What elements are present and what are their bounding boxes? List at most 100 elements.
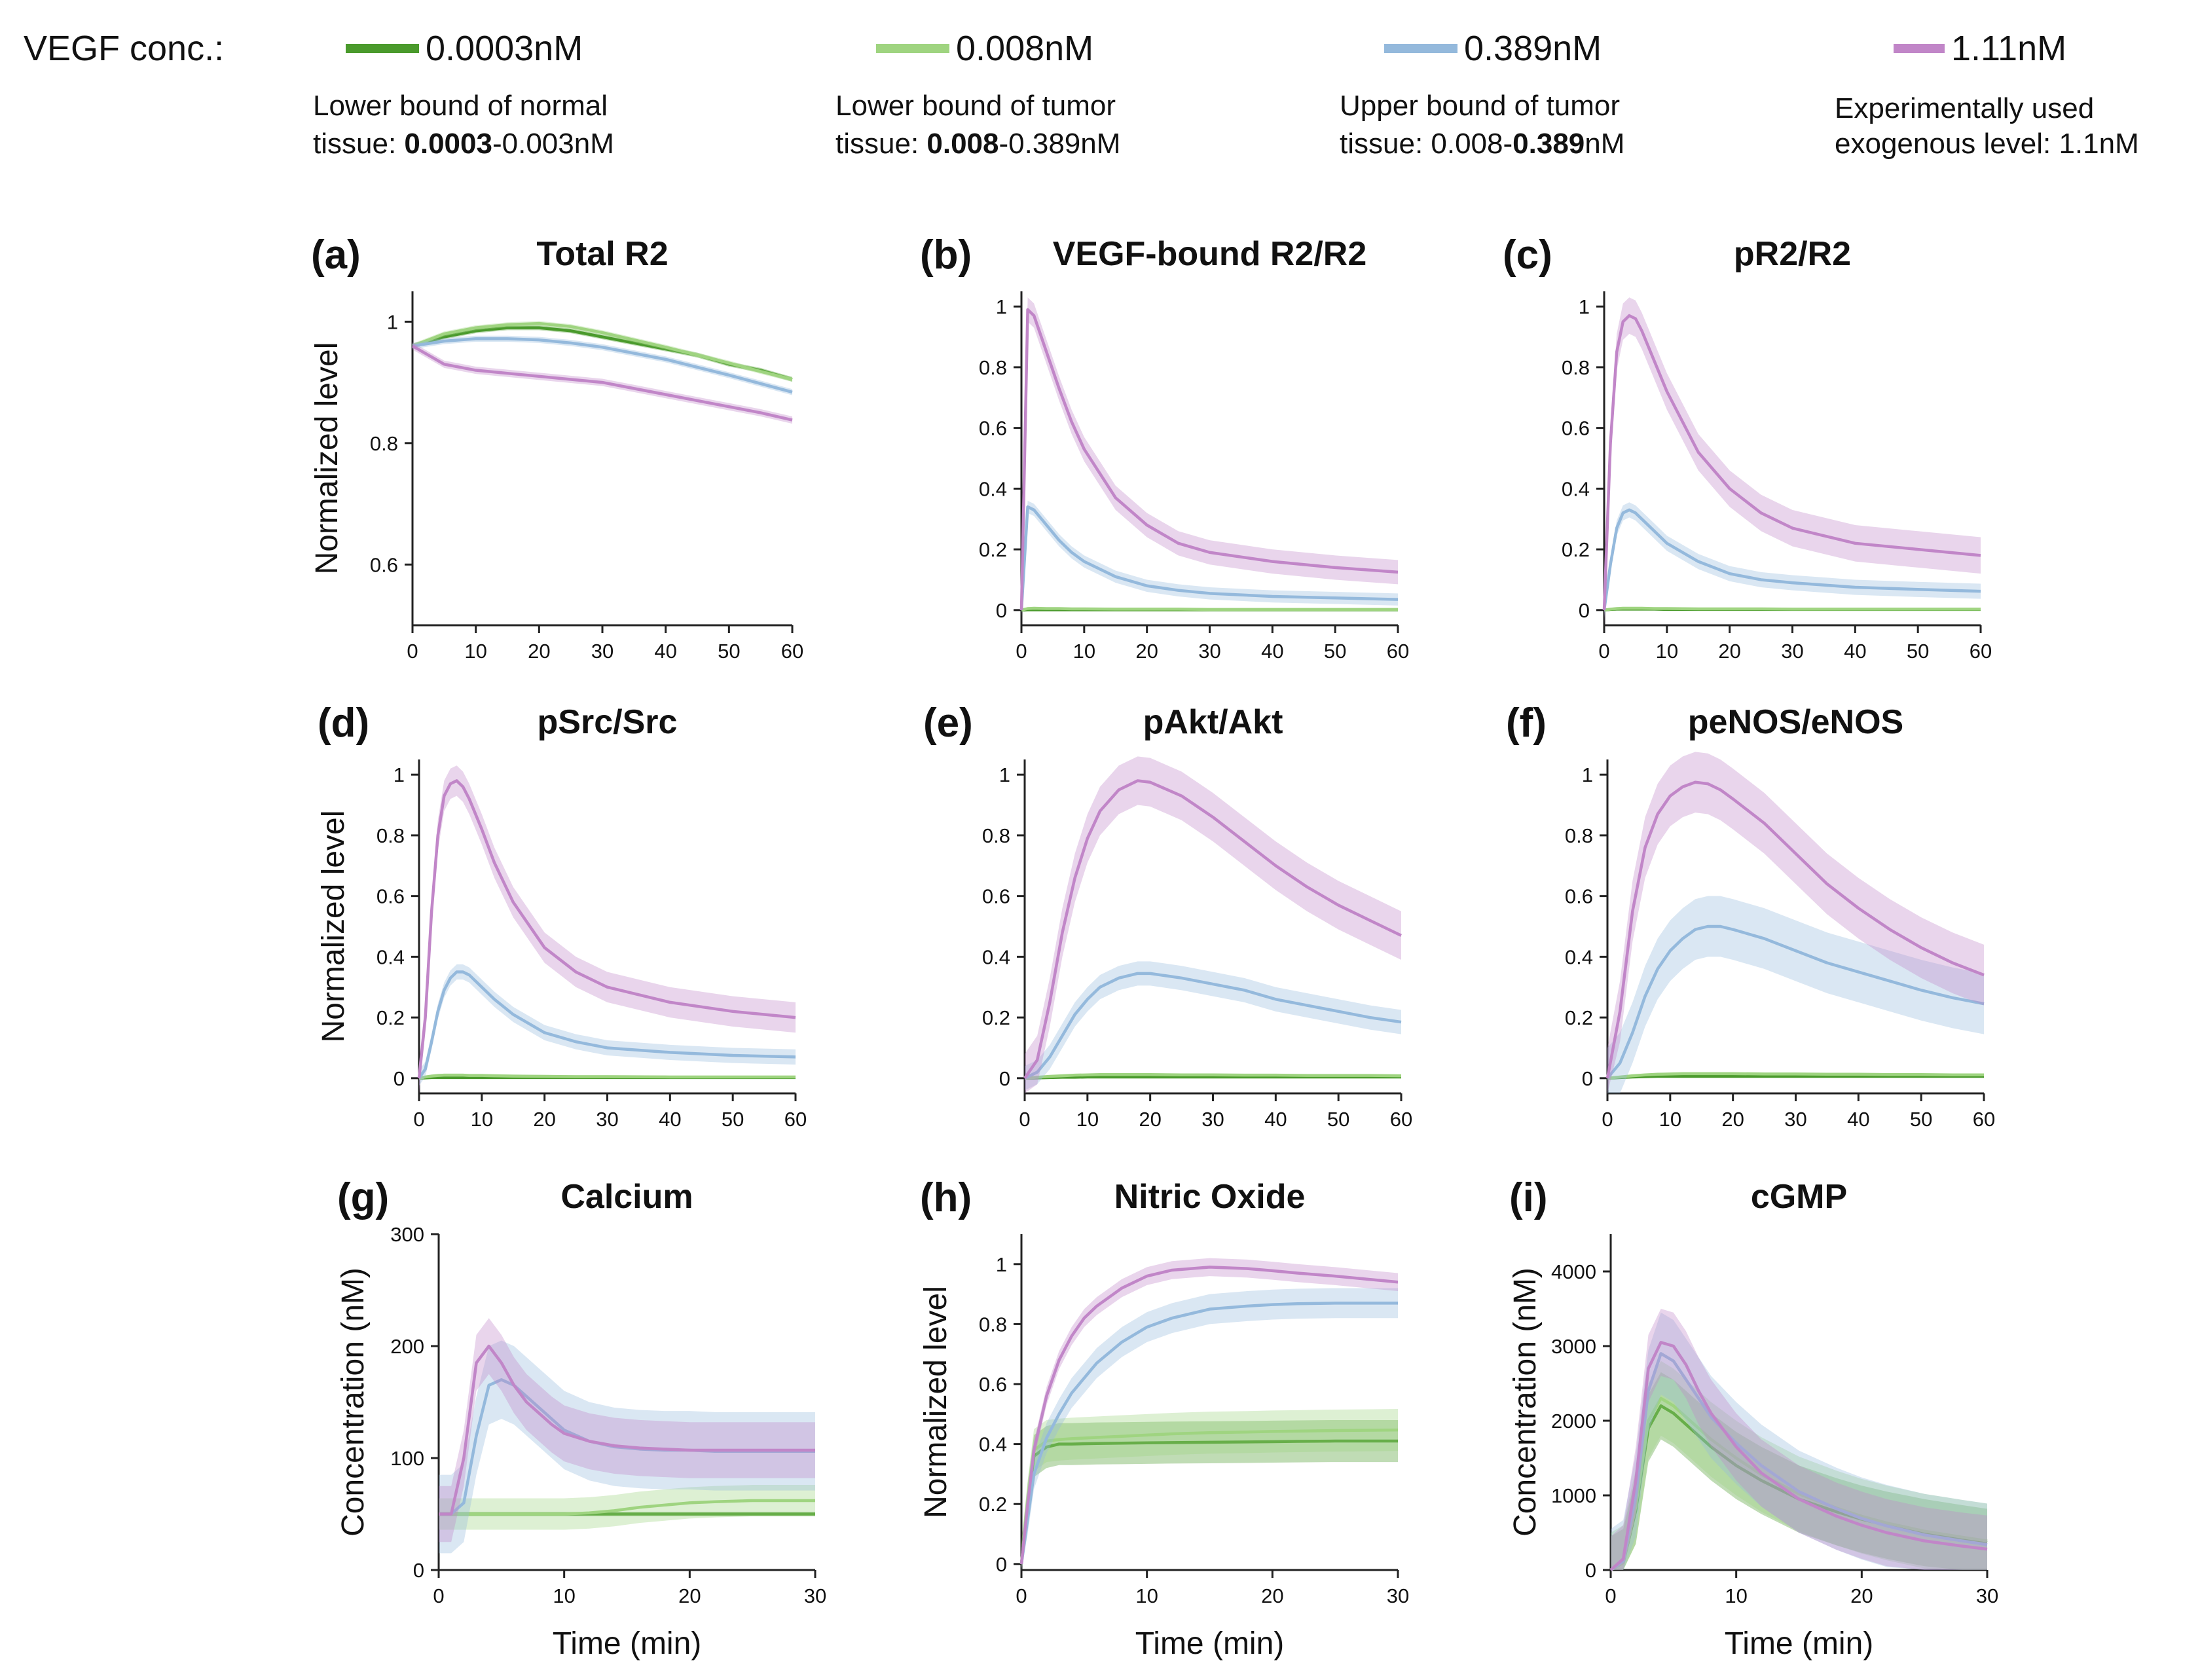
series-band: [1025, 961, 1401, 1091]
x-tick-label: 0: [1016, 640, 1027, 663]
x-axis-label: Time (min): [1135, 1626, 1285, 1661]
series-line: [439, 1499, 815, 1516]
legend-label-3: 1.11nM: [1951, 29, 2066, 68]
series-band: [1611, 1312, 1987, 1570]
series-band: [1021, 1288, 1398, 1570]
panel-title: cGMP: [1751, 1178, 1847, 1216]
x-tick-label: 0: [407, 640, 418, 663]
panel-4: 0 10 20 30 40 50 60 0 0.2 0.4 0.6 0.8 1 pAkt/Akt (e): [923, 701, 1412, 1131]
x-tick-label: 20: [528, 640, 550, 663]
series-line: [1605, 780, 1985, 1079]
panel-letter: (b): [920, 232, 972, 278]
x-tick-label: 60: [1390, 1108, 1412, 1131]
legend-label-1: 0.008nM: [956, 29, 1093, 68]
panel-letter: (d): [318, 701, 369, 746]
x-tick-label: 40: [1264, 1108, 1287, 1131]
series-line: [412, 337, 793, 394]
x-tick-label: 60: [781, 640, 803, 663]
legend-desc-1-line1: Lower bound of tumor: [835, 90, 1116, 122]
series-line: [1602, 508, 1981, 611]
series-line: [1607, 1074, 1984, 1080]
x-tick-label: 20: [1718, 640, 1740, 663]
series-band: [1607, 896, 1984, 1093]
y-tick-label: 0.4: [982, 945, 1010, 968]
x-tick-label: 40: [1847, 1108, 1869, 1131]
legend-desc-3-line2: exogenous level: 1.1nM: [1835, 128, 2139, 160]
series-line: [418, 1073, 796, 1080]
y-tick-label: 0: [1579, 599, 1590, 622]
panel-6: 0 10 20 300100200300Calcium(g)Concentration…: [336, 1175, 826, 1661]
legend-desc-0-line1: Lower bound of normal: [313, 90, 608, 122]
series-band: [1021, 1409, 1398, 1570]
y-tick-label: 0.4: [1562, 477, 1590, 500]
x-tick-label: 20: [1261, 1584, 1283, 1607]
x-tick-label: 0: [1605, 1584, 1616, 1607]
x-tick-label: 20: [1721, 1108, 1744, 1131]
y-axis-label: Normalized level: [316, 811, 351, 1043]
series-line: [1609, 1341, 1988, 1571]
y-tick-label: 0.4: [979, 1433, 1007, 1456]
series-band: [1021, 297, 1398, 623]
y-tick-label: 0.2: [979, 1493, 1007, 1516]
y-tick-label: 0: [999, 1067, 1010, 1090]
y-tick-label: 0.2: [979, 538, 1007, 561]
legend-desc-2-line2: tissue: 0.008-0.389nM: [1340, 128, 1624, 160]
x-tick-label: 20: [1139, 1108, 1161, 1131]
y-tick-label: 0.2: [1562, 538, 1590, 561]
legend-label-2: 0.389nM: [1464, 29, 1602, 68]
series-line: [1023, 779, 1402, 1080]
x-tick-label: 30: [591, 640, 614, 663]
series-band: [1025, 756, 1401, 1093]
panel-title: Calcium: [560, 1178, 693, 1216]
x-tick-label: 30: [1198, 640, 1220, 663]
y-tick-label: 0.6: [979, 1373, 1007, 1396]
legend-desc-3-line1: Experimentally used: [1835, 92, 2094, 124]
series-line: [1609, 1397, 1988, 1571]
y-tick-label: 1: [1582, 763, 1593, 786]
y-tick-label: 1: [996, 295, 1007, 318]
x-tick-label: 30: [1976, 1584, 1998, 1607]
panel-title: pSrc/Src: [538, 703, 678, 741]
x-tick-label: 10: [1135, 1584, 1158, 1607]
x-tick-label: 20: [1135, 640, 1158, 663]
x-tick-label: 0: [433, 1584, 444, 1607]
panel-title: Total R2: [536, 235, 668, 273]
y-tick-label: 0.2: [1565, 1006, 1593, 1029]
x-tick-label: 50: [1907, 640, 1929, 663]
series-band: [1611, 1309, 1987, 1570]
panel-1: 0 10 20 30 40 50 60 0 0.2 0.4 0.6 0.8 1 VEGF-bound R2…: [920, 232, 1409, 663]
y-tick-label: 0: [394, 1067, 405, 1090]
panel-0: 0 10 20 30 40 50 60 0.6 0.8 1 Total R2 (a) Normalize…: [310, 232, 803, 663]
y-tick-label: 0.6: [1562, 417, 1590, 440]
x-tick-label: 50: [722, 1108, 744, 1131]
legend: VEGF conc.: 0.0003nM Lower bound of norm…: [24, 29, 2139, 160]
x-tick-label: 50: [1324, 640, 1346, 663]
y-tick-label: 0.2: [982, 1006, 1010, 1029]
y-tick-label: 0.8: [376, 824, 405, 847]
y-tick-label: 0: [413, 1559, 424, 1582]
x-tick-label: 10: [1073, 640, 1095, 663]
panel-title: VEGF-bound R2/R2: [1053, 235, 1367, 273]
series-band: [419, 964, 796, 1086]
legend-desc-2-line1: Upper bound of tumor: [1340, 90, 1620, 122]
y-tick-label: 1: [387, 310, 398, 333]
y-tick-label: 0.8: [979, 356, 1007, 379]
x-tick-label: 60: [1973, 1108, 1995, 1131]
y-axis-label: Concentration (nM): [336, 1268, 371, 1537]
y-tick-label: 0: [996, 599, 1007, 622]
x-tick-label: 0: [1602, 1108, 1613, 1131]
legend-desc-1-line2: tissue: 0.008-0.389nM: [835, 128, 1120, 160]
y-tick-label: 0.2: [376, 1006, 405, 1029]
y-tick-label: 0.8: [982, 824, 1010, 847]
y-tick-label: 0.6: [979, 417, 1007, 440]
series-line: [418, 970, 796, 1080]
series-line: [1019, 505, 1399, 610]
y-axis-label: Concentration (nM): [1508, 1268, 1543, 1537]
x-tick-label: 50: [718, 640, 740, 663]
y-tick-label: 3000: [1551, 1335, 1596, 1358]
panel-title: pR2/R2: [1734, 235, 1851, 273]
legend-desc-0-line2: tissue: 0.0003-0.003nM: [313, 128, 614, 160]
panel-letter: (g): [337, 1175, 389, 1220]
panel-letter: (h): [920, 1175, 972, 1220]
